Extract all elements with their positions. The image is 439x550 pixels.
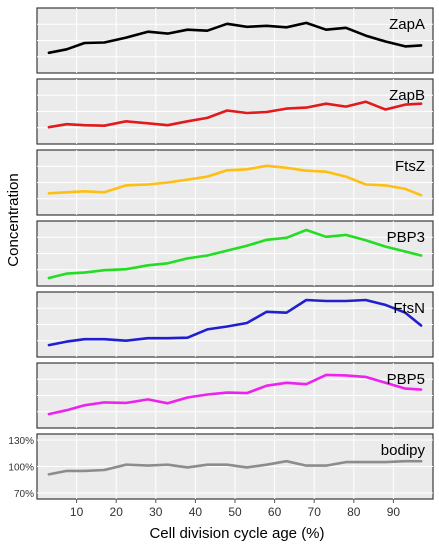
x-tick-label: 90 [387, 505, 401, 519]
panel-bodipy: 130% 100% 70% bodipy [8, 433, 434, 500]
y-tick-label: 70% [14, 489, 34, 500]
panels: ZapA ZapB FtsZ PBP3 FtsN PBP5 130% 100% 70% bodip… [8, 7, 434, 500]
x-tick-label: 50 [228, 505, 242, 519]
series-label-zapb: ZapB [389, 87, 425, 104]
series-line-ftsz [47, 164, 423, 197]
x-tick-label: 20 [110, 505, 124, 519]
panel-pbp3: PBP3 [36, 220, 434, 287]
series-line-zapb [47, 100, 423, 129]
x-axis: 10 20 30 40 50 60 70 80 90 [70, 499, 400, 519]
series-line-bodipy [47, 459, 423, 476]
series-line-zapa [47, 21, 423, 55]
series-label-bodipy: bodipy [381, 442, 426, 459]
x-tick-label: 60 [268, 505, 282, 519]
series-line-ftsn [47, 298, 423, 347]
x-tick-label: 80 [347, 505, 361, 519]
y-tick-label: 130% [8, 436, 34, 447]
y-axis-label: Concentration [5, 173, 22, 266]
x-axis-label: Cell division cycle age (%) [149, 525, 324, 542]
x-tick-label: 30 [149, 505, 163, 519]
series-label-zapa: ZapA [389, 16, 425, 33]
series-label-pbp3: PBP3 [387, 229, 425, 246]
panel-zapa: ZapA [36, 7, 434, 74]
x-tick-label: 70 [308, 505, 322, 519]
panel-pbp5: PBP5 [36, 362, 434, 429]
panel-ftsz: FtsZ [36, 149, 434, 216]
x-tick-label: 10 [70, 505, 84, 519]
series-label-ftsz: FtsZ [395, 158, 425, 175]
x-tick-label: 40 [189, 505, 203, 519]
series-line-pbp5 [47, 373, 423, 416]
y-tick-label: 100% [8, 463, 34, 474]
panel-zapb: ZapB [36, 78, 434, 145]
series-label-ftsn: FtsN [393, 300, 425, 317]
series-line-pbp3 [47, 228, 423, 280]
panel-ftsn: FtsN [36, 291, 434, 358]
series-label-pbp5: PBP5 [387, 371, 425, 388]
